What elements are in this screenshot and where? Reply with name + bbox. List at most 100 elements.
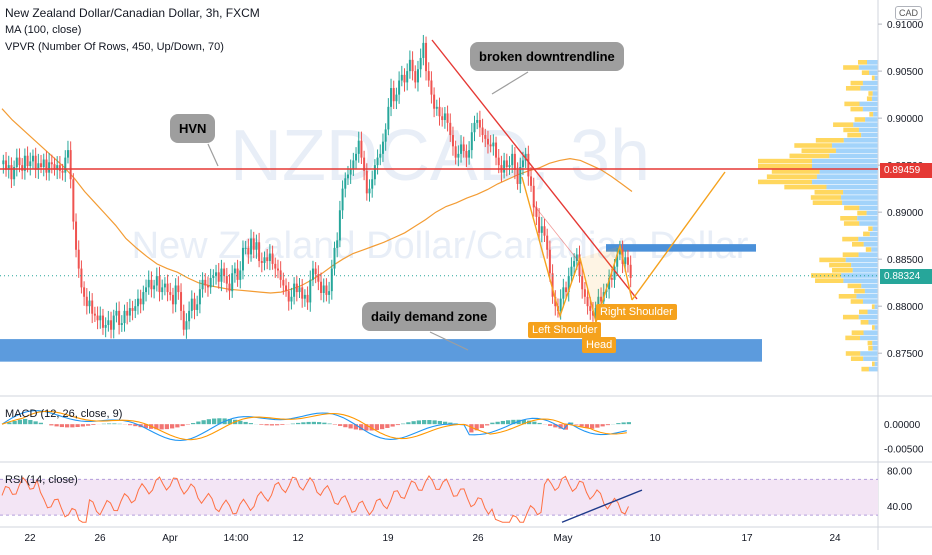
candle-body xyxy=(94,314,96,316)
candle-body xyxy=(229,284,231,292)
vpvr-bar-up xyxy=(875,304,878,309)
candle-body xyxy=(323,285,325,293)
macd-histogram-bar xyxy=(76,424,80,427)
candle-body xyxy=(148,280,150,288)
rsi-tick-label: 80.00 xyxy=(887,466,912,477)
x-tick-label: 24 xyxy=(829,533,841,544)
candle-body xyxy=(476,120,478,123)
candle-body xyxy=(110,320,112,329)
macd-histogram-bar xyxy=(417,420,421,424)
vpvr-bar-up xyxy=(873,112,878,117)
candle-body xyxy=(288,291,290,301)
macd-histogram-bar xyxy=(601,424,605,426)
candle-body xyxy=(29,161,31,166)
macd-histogram-bar xyxy=(380,424,384,429)
candle-body xyxy=(414,71,416,82)
candle-body xyxy=(457,154,459,158)
macd-histogram-bar xyxy=(18,420,22,424)
vpvr-bar-up xyxy=(812,164,878,169)
macd-histogram-bar xyxy=(627,422,631,424)
candle-body xyxy=(180,292,182,311)
vpvr-bar-up xyxy=(860,86,878,91)
x-tick-label: 14:00 xyxy=(223,533,248,544)
candle-body xyxy=(140,299,142,305)
x-tick-label: 22 xyxy=(24,533,36,544)
candle-body xyxy=(191,299,193,311)
candle-body xyxy=(223,269,225,277)
candle-body xyxy=(280,270,282,279)
candle-body xyxy=(274,264,276,269)
left-shoulder-label: Left Shoulder xyxy=(528,322,601,338)
macd-histogram-bar xyxy=(422,420,426,424)
right-shoulder-label: Right Shoulder xyxy=(596,304,677,320)
macd-histogram-bar xyxy=(191,423,195,424)
candle-body xyxy=(352,160,354,168)
candle-body xyxy=(404,75,406,83)
macd-histogram-bar xyxy=(391,424,395,426)
vpvr-bar-up xyxy=(832,143,878,148)
vpvr-bar-up xyxy=(842,200,878,205)
candle-body xyxy=(247,248,249,255)
macd-histogram-bar xyxy=(301,422,305,424)
candle-body xyxy=(611,278,613,280)
candle-body xyxy=(210,278,212,287)
macd-histogram-bar xyxy=(280,424,284,425)
candle-body xyxy=(102,316,104,328)
candle-body xyxy=(220,269,222,282)
candle-body xyxy=(40,163,42,167)
candle-body xyxy=(258,242,260,261)
ma-legend: MA (100, close) xyxy=(5,24,81,36)
vpvr-bar-up xyxy=(853,122,878,127)
vpvr-legend: VPVR (Number Of Rows, 450, Up/Down, 70) xyxy=(5,41,224,53)
candle-body xyxy=(301,287,303,298)
candle-body xyxy=(277,269,279,271)
x-tick-label: 26 xyxy=(472,533,484,544)
candle-body xyxy=(113,316,115,330)
candle-body xyxy=(161,287,163,292)
candle-body xyxy=(304,295,306,299)
candle-body xyxy=(43,160,45,168)
macd-histogram-bar xyxy=(328,424,332,425)
vpvr-bar-down xyxy=(843,315,859,320)
x-tick-label: 26 xyxy=(94,533,106,544)
macd-histogram-bar xyxy=(181,424,185,426)
candle-body xyxy=(207,285,209,287)
vpvr-bar-up xyxy=(861,133,878,138)
macd-histogram-bar xyxy=(580,424,584,426)
candle-body xyxy=(156,276,158,285)
candle-body xyxy=(105,325,107,328)
candle-body xyxy=(142,292,144,304)
vpvr-bar-down xyxy=(758,159,812,164)
candle-body xyxy=(581,276,583,289)
macd-histogram-bar xyxy=(55,424,59,426)
candle-body xyxy=(266,257,268,261)
candle-body xyxy=(387,107,389,130)
candle-body xyxy=(433,95,435,109)
candle-body xyxy=(317,274,319,282)
vpvr-bar-up xyxy=(863,356,878,361)
candle-body xyxy=(296,284,298,292)
currency-badge[interactable]: CAD xyxy=(895,6,922,20)
macd-histogram-bar xyxy=(244,422,248,424)
candle-body xyxy=(377,158,379,166)
vpvr-bar-up xyxy=(859,65,878,70)
vpvr-bar-down xyxy=(868,346,872,351)
candle-body xyxy=(27,156,29,166)
vpvr-bar-down xyxy=(846,351,860,356)
vpvr-bar-up xyxy=(846,258,878,263)
candle-body xyxy=(16,158,18,167)
vpvr-bar-up xyxy=(843,278,878,283)
demand-zone-callout: daily demand zone xyxy=(362,302,496,331)
candle-body xyxy=(484,135,486,139)
macd-histogram-bar xyxy=(112,423,116,424)
candle-body xyxy=(293,284,295,297)
vpvr-bar-down xyxy=(850,107,862,112)
candle-body xyxy=(264,257,266,263)
macd-histogram-bar xyxy=(317,422,321,424)
vpvr-bar-down xyxy=(846,86,860,91)
vpvr-bar-up xyxy=(858,237,878,242)
candle-body xyxy=(406,71,408,82)
candle-body xyxy=(630,265,632,278)
candle-body xyxy=(589,306,591,311)
